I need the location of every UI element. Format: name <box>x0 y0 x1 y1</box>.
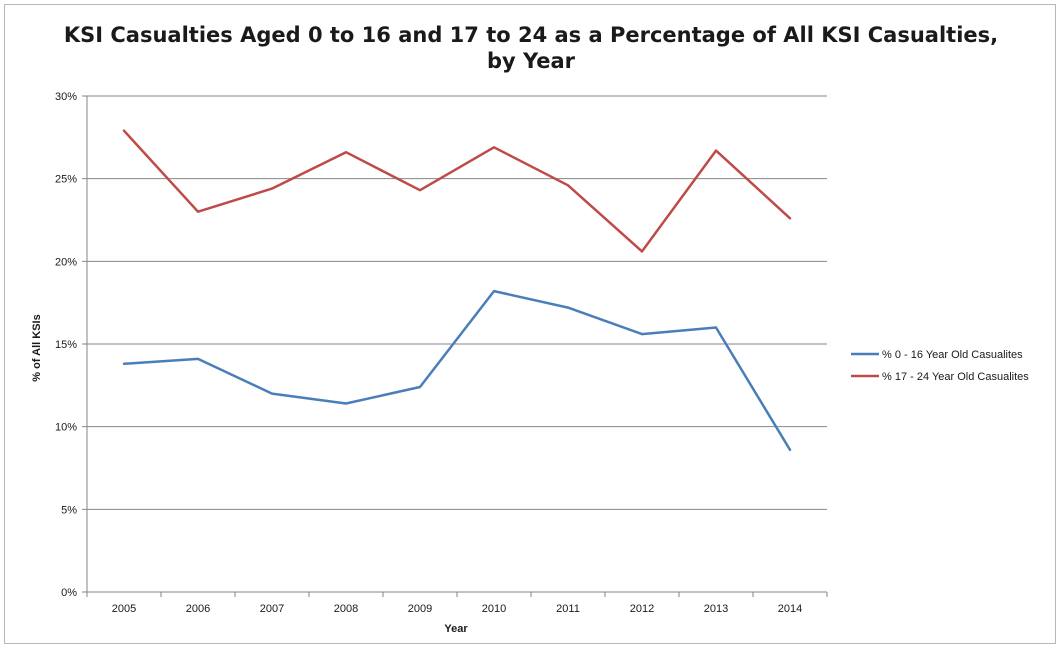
x-tick-label: 2008 <box>334 603 358 615</box>
y-tick-label: 30% <box>55 91 77 103</box>
chart-title-line-1: KSI Casualties Aged 0 to 16 and 17 to 24… <box>64 23 998 47</box>
x-tick-label: 2013 <box>704 603 728 615</box>
y-tick-label: 15% <box>55 339 77 351</box>
y-tick-label: 10% <box>55 422 77 434</box>
series-line-1 <box>122 289 792 452</box>
y-axis-title: % of All KSIs <box>31 314 43 381</box>
chart-frame: KSI Casualties Aged 0 to 16 and 17 to 24… <box>4 4 1056 644</box>
x-tick-label: 2011 <box>556 603 580 615</box>
x-tick-label: 2005 <box>112 603 136 615</box>
gridlines <box>87 95 827 510</box>
series-line-2 <box>122 129 792 253</box>
axes <box>82 95 828 597</box>
x-tick-labels: 2005 2006 2007 2008 2009 2010 2011 2012 2013 2014 <box>112 603 802 615</box>
y-tick-labels: 0% 5% 10% 15% 20% 25% 30% <box>55 91 77 599</box>
x-axis-title: Year <box>444 623 468 635</box>
y-tick-label: 25% <box>55 174 77 186</box>
x-tick-label: 2010 <box>482 603 506 615</box>
x-tick-label: 2012 <box>630 603 654 615</box>
line-chart: KSI Casualties Aged 0 to 16 and 17 to 24… <box>31 23 1029 635</box>
legend: % 0 - 16 Year Old Casualites % 17 - 24 Ye… <box>851 349 1029 383</box>
x-tick-label: 2006 <box>186 603 210 615</box>
legend-label: % 0 - 16 Year Old Casualites <box>882 349 1023 361</box>
x-tick-label: 2007 <box>260 603 284 615</box>
y-tick-label: 20% <box>55 256 77 268</box>
y-tick-label: 5% <box>61 504 77 516</box>
x-tick-label: 2014 <box>778 603 802 615</box>
legend-label: % 17 - 24 Year Old Casualites <box>882 371 1029 383</box>
x-tick-label: 2009 <box>408 603 432 615</box>
chart-title-line-2: by Year <box>487 49 576 73</box>
y-tick-label: 0% <box>61 587 77 599</box>
series-lines <box>122 129 792 452</box>
